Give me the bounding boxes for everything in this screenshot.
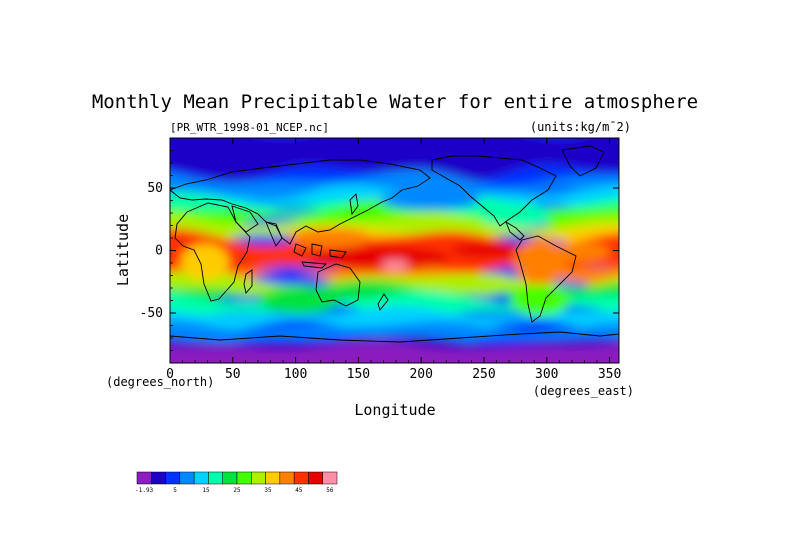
colorbar-label: 5 [173,487,177,494]
x-tick-label: 300 [535,367,558,382]
colorbar-label: -1.93 [135,487,153,494]
colorbar-label: 15 [202,487,210,494]
colorbar-swatch [236,471,252,485]
x-axis: 0 50 100 150 200 250 300 350 [166,138,621,382]
colorbar-swatch [151,471,166,485]
map-area [170,138,619,363]
colorbar-swatch [208,471,223,485]
colorbar-swatch [222,471,238,485]
colorbar-swatch [165,471,181,485]
x-units-label: (degrees_east) [533,384,634,398]
y-tick-label: 50 [147,181,163,196]
x-axis-label: Longitude [354,401,435,419]
colorbar: -1.93 5 15 25 35 45 56 [135,471,338,494]
colorbar-swatch [136,471,152,485]
x-tick-label: 200 [409,367,432,382]
y-tick-label: -50 [140,306,163,321]
x-tick-label: 150 [347,367,370,382]
chart-title: Monthly Mean Precipitable Water for enti… [92,91,698,113]
colorbar-swatch [179,471,195,485]
colorbar-swatch [293,471,309,485]
colorbar-label: 35 [264,487,272,494]
colorbar-swatch [322,471,338,485]
colorbar-swatch [279,471,295,485]
x-tick-label: 250 [472,367,495,382]
colorbar-swatch [251,471,266,485]
y-tick-label: 0 [155,244,163,259]
colorbar-label: 25 [233,487,241,494]
x-tick-label: 50 [225,367,241,382]
colorbar-swatch [265,471,281,485]
x-tick-label: 100 [284,367,307,382]
colorbar-label: 45 [295,487,303,494]
y-axis: -50 0 50 [140,150,619,351]
y-units-label: (degrees_north) [106,375,214,389]
y-axis-label: Latitude [114,214,132,286]
colorbar-label: 56 [326,487,334,494]
x-tick-label: 0 [166,367,174,382]
dataset-label: [PR_WTR_1998-01_NCEP.nc] [170,121,329,134]
coastlines [170,145,619,343]
colorbar-swatch [308,471,323,485]
units-label: (units:kg/m¯2) [530,120,631,134]
x-tick-label: 350 [598,367,621,382]
colorbar-swatch [193,471,209,485]
